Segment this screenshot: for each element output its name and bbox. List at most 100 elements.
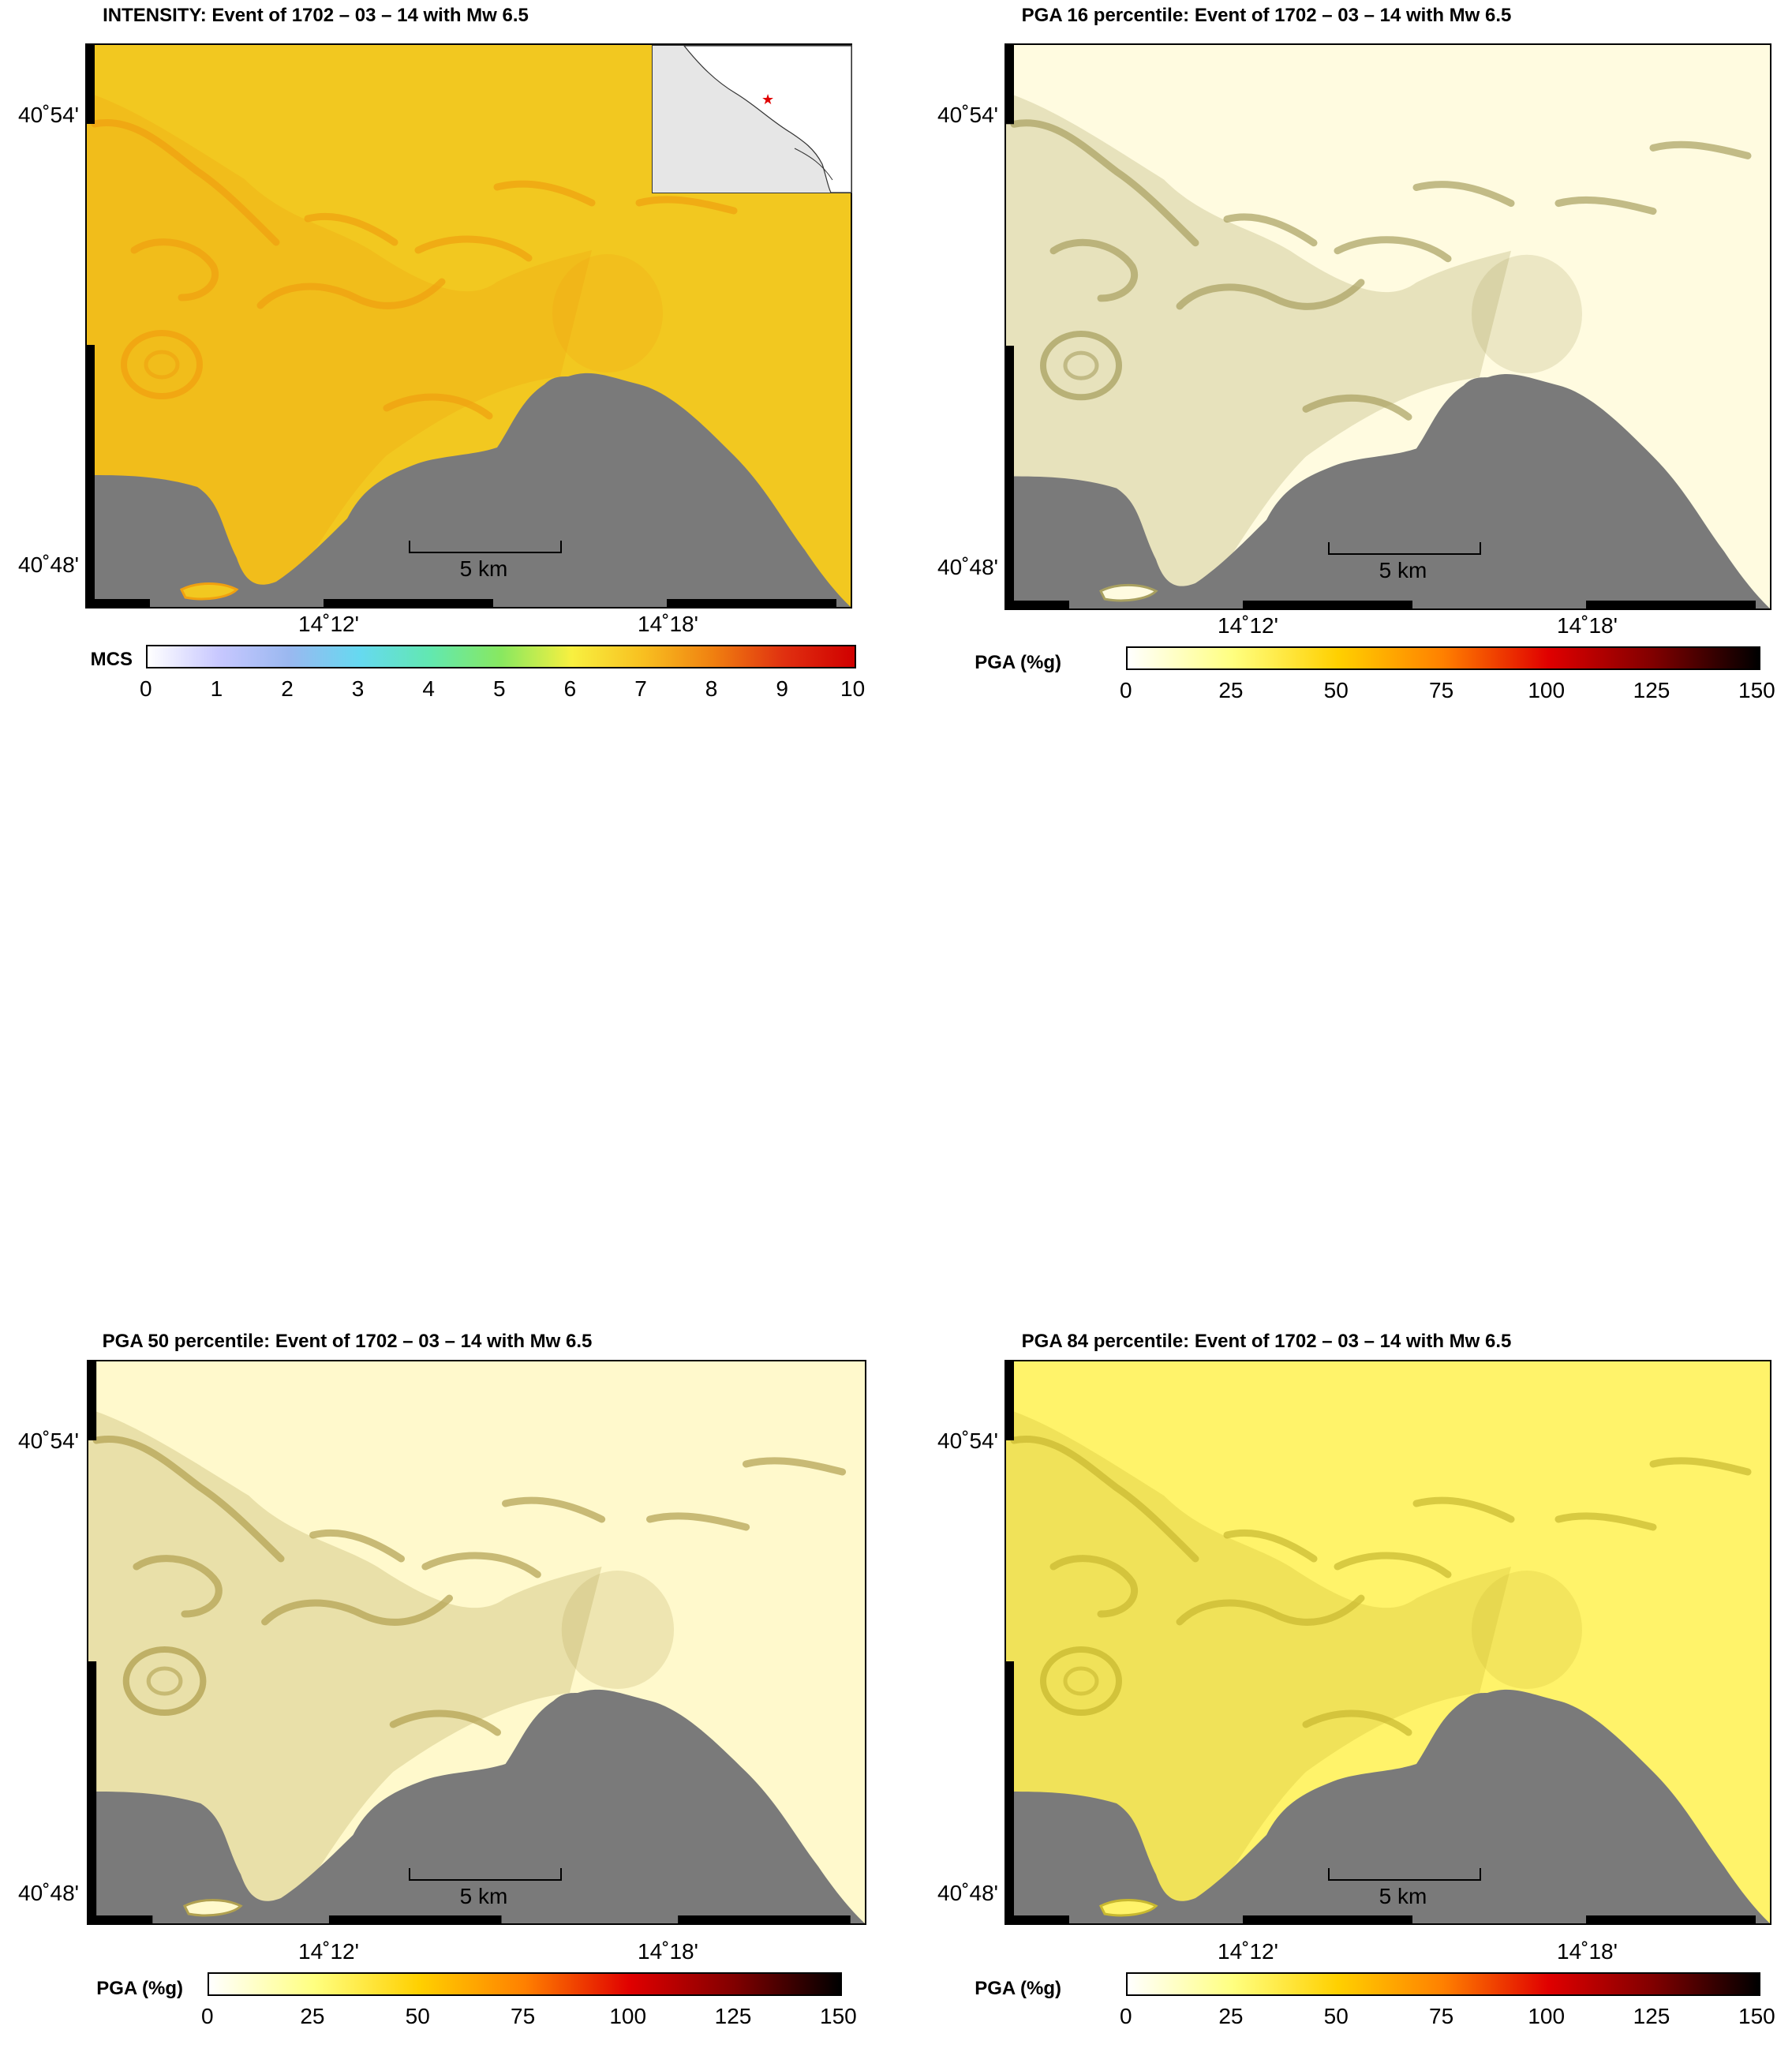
lon-label-west: 14˚12' [298, 612, 359, 636]
crater-ring [146, 1666, 183, 1696]
axis-frame-segment [87, 45, 95, 124]
map-frame [1004, 1360, 1771, 1925]
colorbar-tick-label: 75 [1429, 678, 1454, 702]
relief-ridge [1010, 1436, 1199, 1563]
colorbar-tick-label: 9 [776, 676, 788, 701]
colorbar-tick-label: 7 [634, 676, 647, 701]
lon-label-east: 14˚18' [638, 612, 698, 636]
axis-frame-segment [88, 1661, 97, 1923]
colorbar-tick-label: 150 [820, 2004, 857, 2028]
axis-frame-segment [678, 1915, 851, 1923]
axis-frame-segment [328, 1915, 502, 1923]
terrain-shade [1472, 254, 1582, 374]
colorbar-tick-label: 150 [1738, 2004, 1775, 2028]
lat-label-north: 40˚54' [18, 1429, 79, 1453]
terrain-shade [1006, 1409, 1511, 1923]
colorbar-tick-label: 75 [1429, 2004, 1454, 2028]
colorbar-tick-label: 6 [563, 676, 577, 701]
sea-area [1006, 1689, 1770, 1923]
panel-title: INTENSITY: Event of 1702 – 03 – 14 with … [103, 5, 529, 26]
colorbar-tick-label: 50 [1323, 2004, 1349, 2028]
scale-bar-label: 5 km [1379, 1884, 1427, 1908]
relief-ridge [1334, 236, 1452, 263]
scale-bar-label: 5 km [459, 556, 508, 581]
map-frame [87, 1360, 866, 1925]
lat-label-south: 40˚48' [18, 552, 79, 577]
colorbar-label: PGA (%g) [96, 1978, 183, 1999]
relief-ridge [1302, 1709, 1412, 1736]
relief-ridge [130, 238, 219, 301]
relief-ridge [133, 1555, 223, 1618]
relief-ridge [502, 1496, 606, 1523]
map-panel-intensity: INTENSITY: Event of 1702 – 03 – 14 with … [0, 0, 868, 726]
colorbar-tick-label: 150 [1738, 678, 1775, 702]
relief-ridge [256, 278, 446, 309]
colorbar-tick-label: 4 [422, 676, 435, 701]
relief-ridge [1554, 1512, 1657, 1531]
colorbar-label: PGA (%g) [975, 652, 1061, 673]
colorbar-label: PGA (%g) [975, 1978, 1061, 1999]
crater-ring [1040, 331, 1122, 401]
scale-bar-label: 5 km [459, 1884, 508, 1908]
relief-ridge [645, 1512, 750, 1531]
colorbar [1126, 646, 1760, 670]
island [182, 1899, 243, 1917]
crater-ring [122, 1646, 207, 1716]
axis-frame-segment [1006, 346, 1014, 608]
lon-label-west: 14˚12' [1218, 1939, 1278, 1964]
colorbar-tick-label: 0 [1120, 678, 1132, 702]
lat-label-north: 40˚54' [937, 103, 998, 127]
relief-ridge [92, 1436, 285, 1563]
colorbar [1126, 1972, 1760, 1996]
relief-ridge [1649, 140, 1752, 159]
map-panel-pga50: PGA 50 percentile: Event of 1702 – 03 – … [0, 1326, 868, 2052]
map-image [1006, 1361, 1770, 1923]
colorbar-tick-label: 3 [351, 676, 365, 701]
colorbar-tick-label: 50 [1323, 678, 1349, 702]
sea-area [1006, 374, 1770, 608]
panel-title: PGA 16 percentile: Event of 1702 – 03 – … [1021, 5, 1512, 26]
terrain-shade [87, 92, 592, 607]
relief-ridge [1649, 1457, 1752, 1476]
colorbar-tick-label: 100 [1528, 678, 1566, 702]
colorbar-tick-label: 2 [281, 676, 294, 701]
axis-frame-segment [1006, 600, 1069, 608]
crater-ring [144, 350, 180, 380]
relief-ridge [1049, 1555, 1138, 1618]
lon-label-east: 14˚18' [638, 1939, 698, 1964]
axis-frame-segment [1006, 45, 1014, 125]
colorbar-tick-label: 1 [210, 676, 223, 701]
crater-ring [1063, 350, 1099, 380]
relief-ridge [1223, 1529, 1318, 1563]
map-image [1006, 45, 1770, 608]
colorbar-tick-label: 8 [705, 676, 718, 701]
axis-frame-segment [1586, 600, 1756, 608]
relief-ridge [304, 212, 398, 246]
relief-ridge [309, 1529, 406, 1563]
relief-ridge [1554, 196, 1657, 215]
colorbar-label: MCS [90, 649, 133, 670]
colorbar-tick-label: 125 [1633, 678, 1670, 702]
panel-title: PGA 50 percentile: Event of 1702 – 03 – … [102, 1331, 593, 1352]
colorbar-tick-label: 25 [1218, 2004, 1244, 2028]
map-frame: ★ [85, 43, 852, 608]
island [1098, 584, 1158, 602]
lon-label-west: 14˚12' [1218, 613, 1278, 638]
lat-label-north: 40˚54' [937, 1429, 998, 1453]
lat-label-south: 40˚48' [18, 1881, 79, 1905]
colorbar-tick-label: 0 [1120, 2004, 1132, 2028]
island [179, 582, 239, 601]
map-image [88, 1361, 865, 1923]
crater-ring [121, 330, 203, 399]
relief-ridge [635, 196, 738, 215]
axis-frame-segment [324, 599, 493, 607]
scale-bar-label: 5 km [1379, 558, 1427, 582]
colorbar-tick-label: 100 [1528, 2004, 1566, 2028]
colorbar-tick-label: 100 [609, 2004, 647, 2028]
relief-ridge [1176, 1594, 1365, 1626]
relief-ridge [91, 119, 280, 246]
terrain-shade [88, 1409, 602, 1923]
relief-ridge [1334, 1552, 1452, 1578]
axis-frame-segment [88, 1361, 97, 1440]
island [1098, 1899, 1158, 1917]
